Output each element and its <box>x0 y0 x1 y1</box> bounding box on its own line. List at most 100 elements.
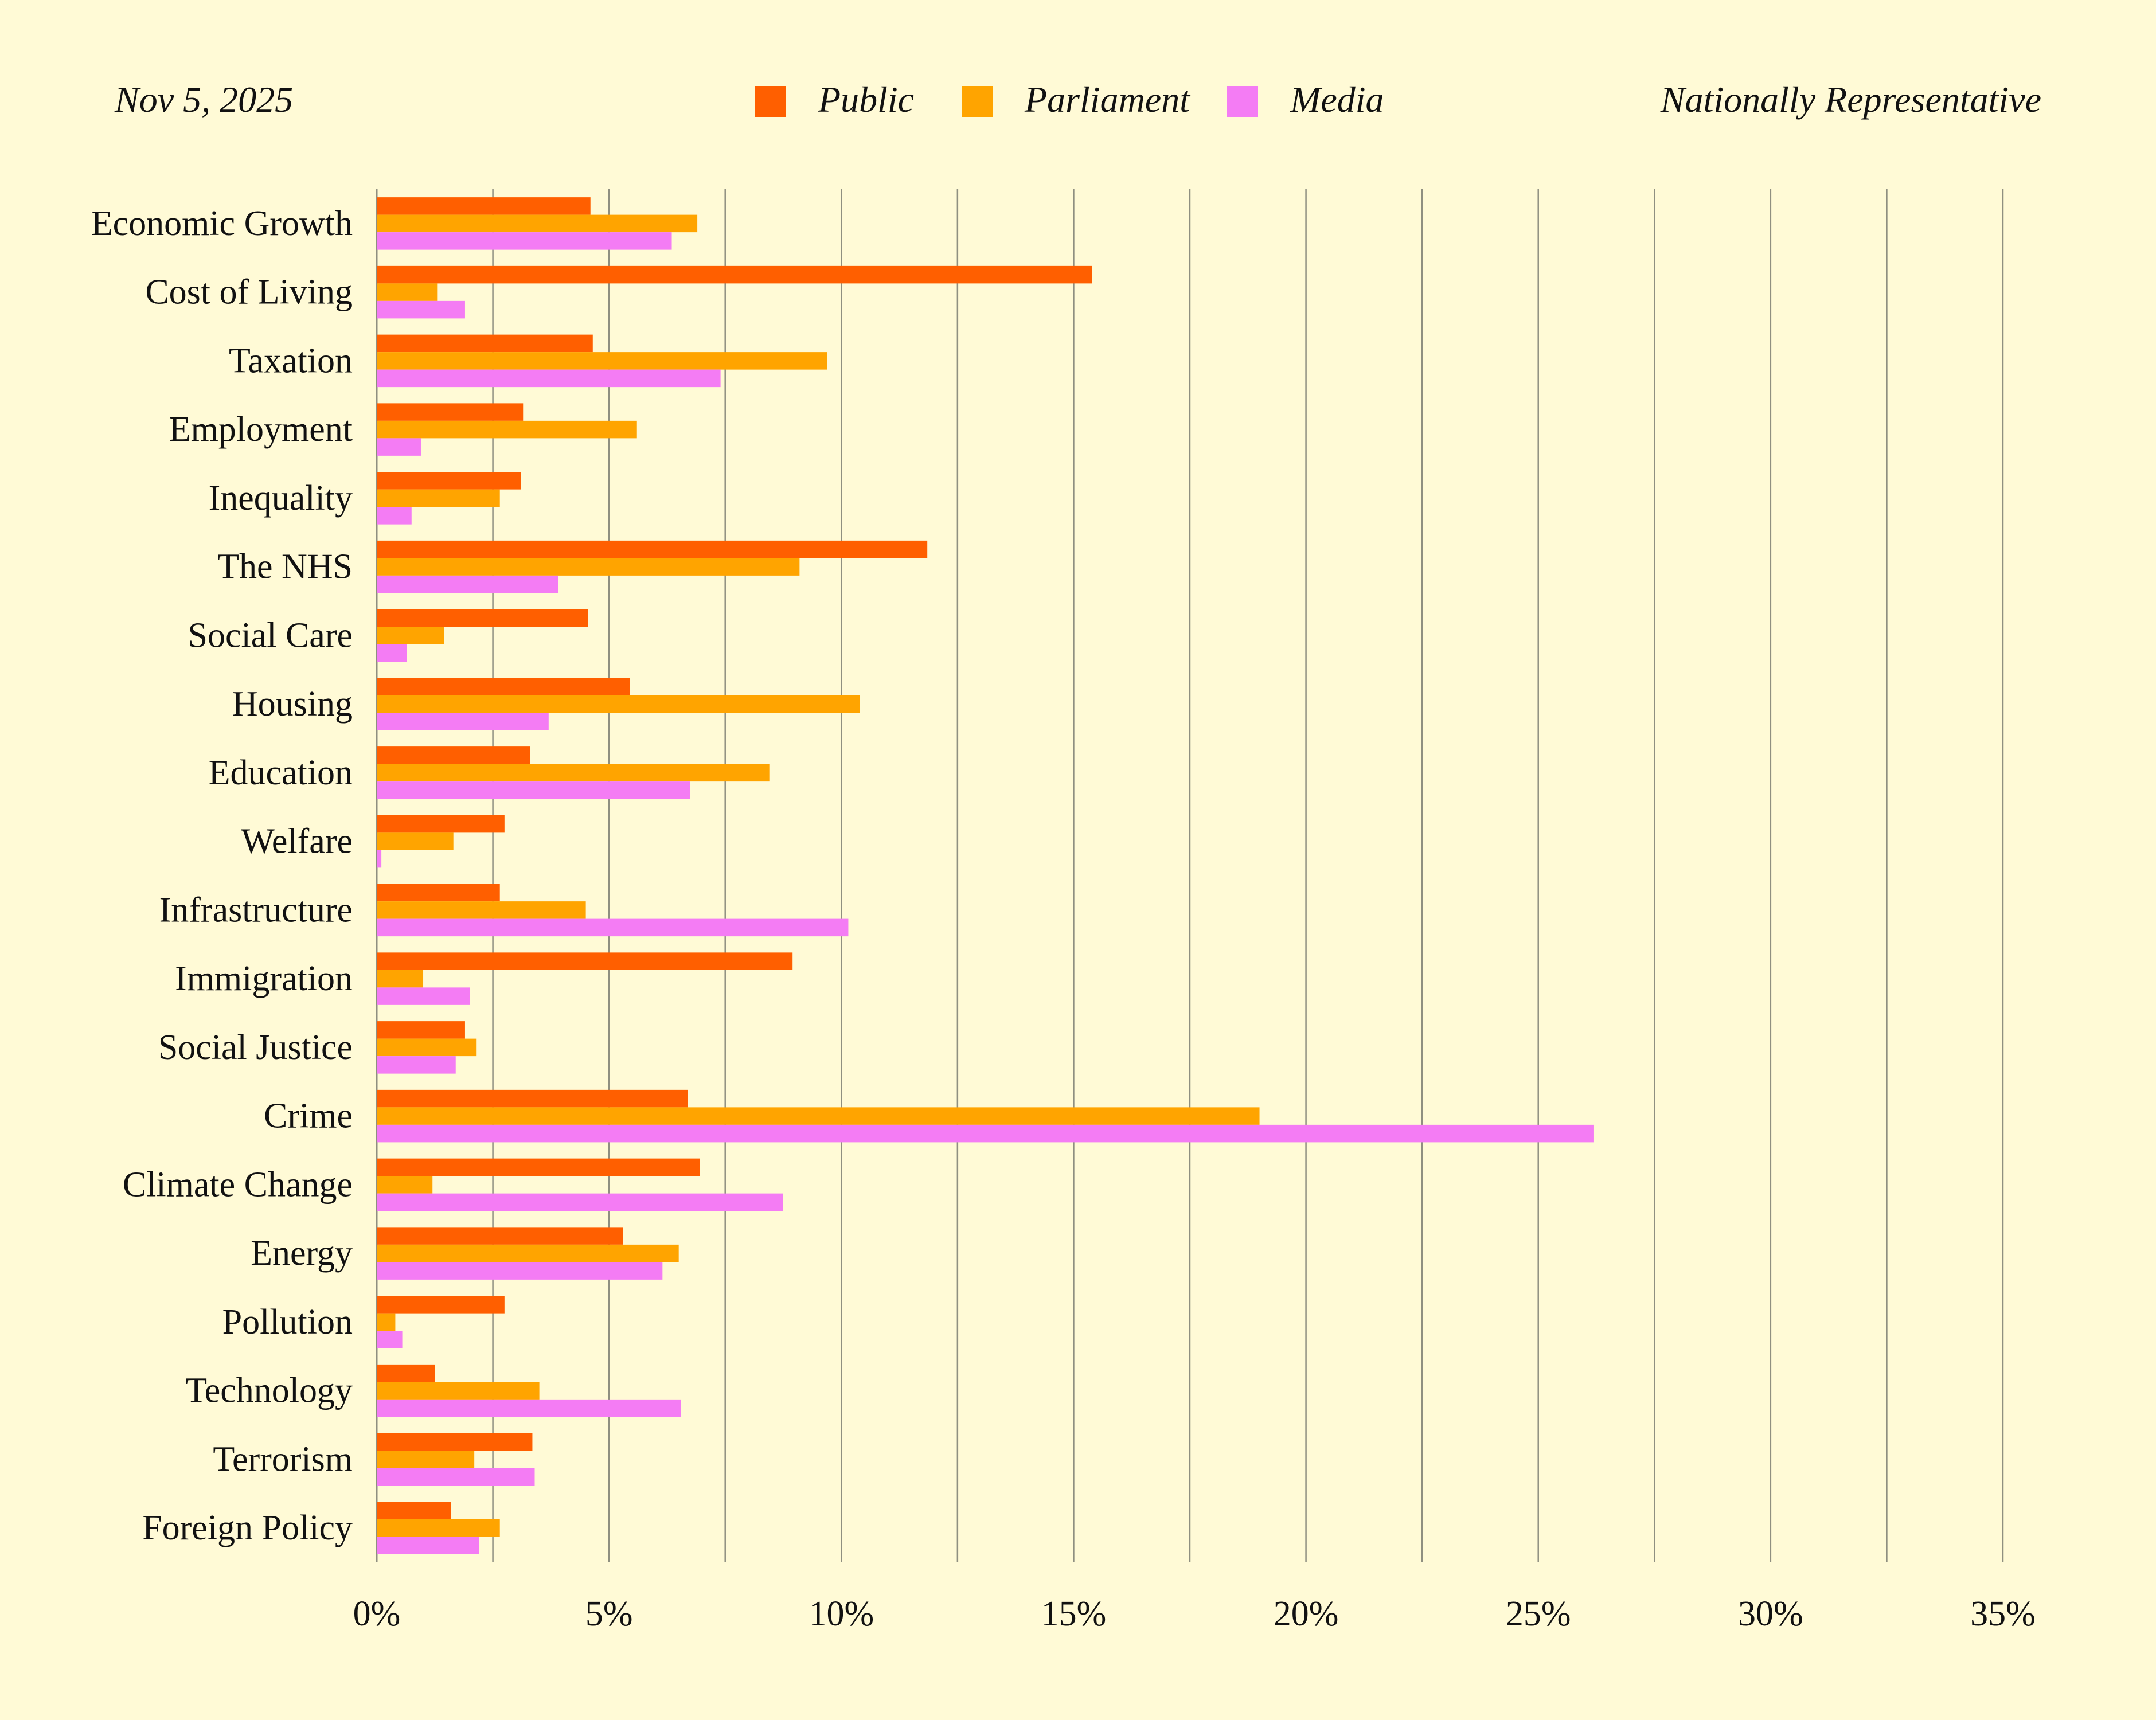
bar-media-social-justice <box>377 1056 456 1074</box>
category-label: Climate Change <box>123 1165 353 1204</box>
bar-parliament-social-justice <box>377 1038 477 1057</box>
bar-media-climate-change <box>377 1193 783 1211</box>
bar-media-employment <box>377 438 421 456</box>
bar-parliament-cost-of-living <box>377 283 438 301</box>
bar-media-cost-of-living <box>377 300 465 319</box>
category-label: Economic Growth <box>91 204 353 243</box>
bar-public-education <box>377 746 530 764</box>
bar-public-taxation <box>377 334 593 353</box>
bar-media-infrastructure <box>377 918 849 937</box>
x-tick-label: 5% <box>585 1594 633 1633</box>
bar-parliament-energy <box>377 1244 679 1262</box>
bar-parliament-education <box>377 764 770 782</box>
legend-item-public: Public <box>755 79 914 120</box>
bar-public-economic-growth <box>377 197 591 215</box>
bar-public-housing <box>377 678 630 695</box>
category-label: Social Care <box>188 616 353 655</box>
bar-parliament-foreign-policy <box>377 1519 500 1537</box>
category-label: Technology <box>185 1371 353 1410</box>
bar-parliament-infrastructure <box>377 901 586 919</box>
x-tick-label: 30% <box>1738 1594 1803 1633</box>
bar-public-terrorism <box>377 1433 533 1451</box>
category-label: Taxation <box>229 341 353 380</box>
x-tick-label: 25% <box>1506 1594 1571 1633</box>
legend-label: Parliament <box>1024 79 1191 120</box>
legend-item-parliament: Parliament <box>962 79 1191 120</box>
category-label: Social Justice <box>158 1028 353 1067</box>
legend: Public Parliament Media <box>755 79 1384 120</box>
bar-media-the-nhs <box>377 575 558 593</box>
bar-public-employment <box>377 403 524 421</box>
bar-parliament-terrorism <box>377 1451 475 1468</box>
bar-media-pollution <box>377 1331 403 1348</box>
category-label: Education <box>209 753 353 792</box>
bar-public-technology <box>377 1364 435 1382</box>
bar-media-immigration <box>377 987 470 1005</box>
category-label: Inequality <box>209 479 353 518</box>
bar-public-crime <box>377 1089 688 1108</box>
category-labels: Economic Growth Cost of Living Taxation Emp… <box>91 204 353 1547</box>
bar-public-welfare <box>377 815 505 833</box>
legend-item-media: Media <box>1227 79 1384 120</box>
x-tick-label: 20% <box>1274 1594 1339 1633</box>
gridlines <box>376 189 2004 1562</box>
legend-label: Media <box>1290 79 1384 120</box>
bar-public-the-nhs <box>377 540 928 558</box>
bar-parliament-technology <box>377 1382 540 1400</box>
legend-swatch <box>962 86 993 117</box>
bar-media-taxation <box>377 369 721 388</box>
bar-parliament-inequality <box>377 489 500 507</box>
bar-parliament-immigration <box>377 970 424 988</box>
category-label: Energy <box>251 1234 353 1273</box>
bar-media-energy <box>377 1262 663 1280</box>
category-label: Infrastructure <box>159 890 353 929</box>
bar-parliament-the-nhs <box>377 558 800 576</box>
bar-parliament-economic-growth <box>377 214 698 233</box>
bar-media-terrorism <box>377 1468 535 1486</box>
bar-media-technology <box>377 1399 681 1417</box>
bar-parliament-taxation <box>377 352 827 370</box>
category-label: Housing <box>232 685 353 724</box>
bar-media-crime <box>377 1124 1594 1143</box>
bar-public-social-justice <box>377 1021 465 1039</box>
x-tick-label: 10% <box>808 1594 874 1633</box>
bar-media-economic-growth <box>377 232 672 250</box>
x-tick-label: 15% <box>1041 1594 1107 1633</box>
bar-public-inequality <box>377 472 521 490</box>
category-label: Pollution <box>222 1303 353 1342</box>
bar-media-inequality <box>377 507 412 525</box>
x-tick-label: 35% <box>1970 1594 2036 1633</box>
category-label: Foreign Policy <box>142 1508 353 1547</box>
bar-parliament-welfare <box>377 832 454 850</box>
category-label: Terrorism <box>213 1440 353 1479</box>
bar-public-infrastructure <box>377 884 500 902</box>
bar-parliament-pollution <box>377 1313 396 1331</box>
bar-public-foreign-policy <box>377 1502 451 1519</box>
x-tick-label: 0% <box>353 1594 401 1633</box>
category-label: The NHS <box>217 548 353 587</box>
legend-swatch <box>1227 86 1258 117</box>
legend-label: Public <box>818 79 914 120</box>
bar-public-immigration <box>377 952 793 970</box>
bar-parliament-housing <box>377 695 860 713</box>
bar-public-cost-of-living <box>377 265 1092 284</box>
header-sample: Nationally Representative <box>1660 79 2041 120</box>
bars <box>377 197 1594 1554</box>
bar-parliament-crime <box>377 1107 1260 1125</box>
x-axis-ticks: 0% 5% 10% 15% 20% 25% 30% 35% <box>353 1594 2036 1633</box>
bar-parliament-employment <box>377 420 637 439</box>
legend-swatch <box>755 86 786 117</box>
bar-public-climate-change <box>377 1158 700 1176</box>
category-label: Immigration <box>175 959 353 998</box>
bar-parliament-climate-change <box>377 1176 433 1194</box>
bar-parliament-social-care <box>377 627 444 644</box>
bar-public-energy <box>377 1227 623 1245</box>
bar-public-pollution <box>377 1296 505 1314</box>
category-label: Welfare <box>241 822 353 861</box>
bar-media-education <box>377 781 690 799</box>
header-date: Nov 5, 2025 <box>114 79 293 120</box>
category-label: Crime <box>264 1097 353 1136</box>
bar-media-social-care <box>377 644 407 662</box>
bar-media-welfare <box>377 850 382 868</box>
